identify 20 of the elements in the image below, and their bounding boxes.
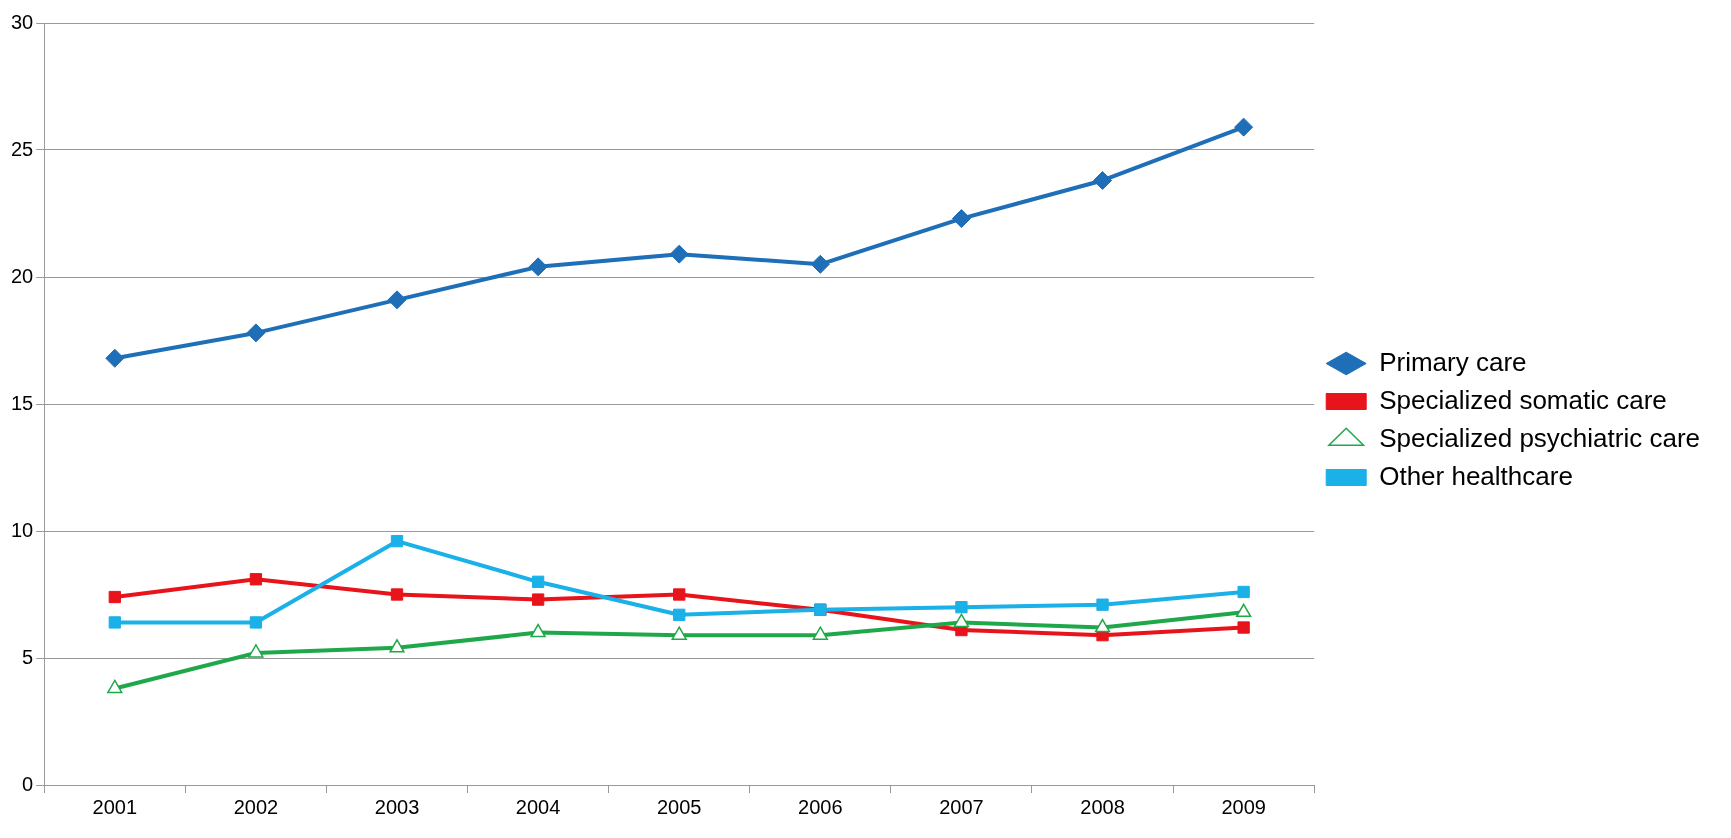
x-tick-label: 2008 (1080, 795, 1125, 818)
y-tick-label: 25 (11, 137, 34, 160)
x-tick-label: 2005 (656, 795, 702, 818)
legend-label: Other healthcare (1379, 460, 1573, 491)
x-tick-label: 2003 (374, 795, 420, 818)
legend-label: Specialized psychiatric care (1379, 422, 1700, 453)
x-tick-label: 2004 (515, 795, 561, 818)
y-tick-label: 0 (22, 772, 34, 795)
legend-label: Primary care (1379, 346, 1527, 377)
y-tick-label: 15 (11, 391, 34, 414)
y-tick-label: 30 (11, 10, 34, 33)
x-tick-label: 2002 (233, 795, 279, 818)
x-tick-label: 2001 (92, 795, 138, 818)
y-tick-label: 20 (11, 264, 34, 287)
x-tick-label: 2007 (939, 795, 984, 818)
legend-label: Specialized somatic care (1379, 384, 1667, 415)
y-tick-label: 5 (22, 645, 34, 668)
x-tick-label: 2009 (1221, 795, 1266, 818)
y-tick-label: 10 (11, 518, 34, 541)
x-tick-label: 2006 (798, 795, 843, 818)
